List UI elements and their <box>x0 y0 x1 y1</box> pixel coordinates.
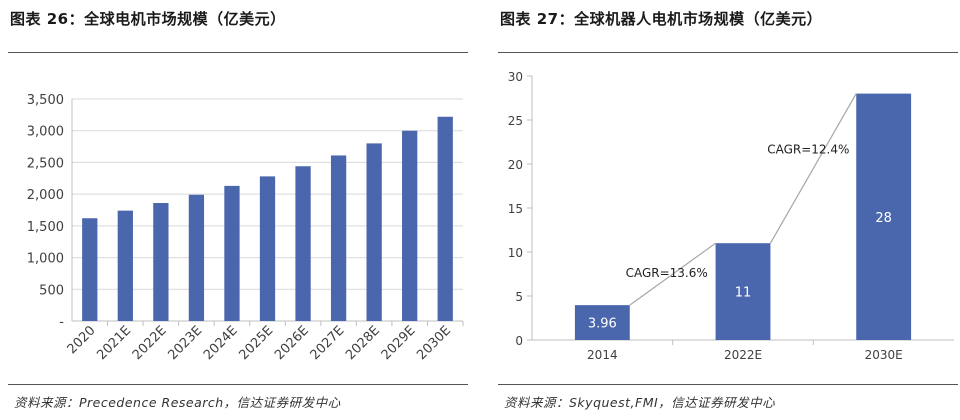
source-note: 资料来源：Precedence Research，信达证券研发中心 <box>14 395 341 410</box>
bar-2020 <box>82 218 98 321</box>
y-tick-label: 3,500 <box>27 93 64 108</box>
y-tick-label: 3,000 <box>27 125 64 140</box>
x-tick-label: 2030E <box>414 323 454 363</box>
x-tick-label: 2023E <box>165 323 205 363</box>
y-tick-label: 2,500 <box>27 156 64 171</box>
bar-2022E <box>715 243 771 340</box>
bar-2026E <box>295 166 311 321</box>
x-tick-label: 2022E <box>130 323 170 363</box>
bar-2028E <box>366 143 382 321</box>
bar-2014 <box>574 305 630 340</box>
data-label: 28 <box>875 211 892 226</box>
title-divider <box>498 52 958 53</box>
cagr-connector <box>629 242 716 306</box>
chart-title: 图表 26：全球电机市场规模（亿美元） <box>10 10 286 28</box>
source-divider <box>498 384 958 385</box>
bar-2022E <box>153 203 169 321</box>
y-tick-label: 10 <box>508 246 523 260</box>
bar-2025E <box>259 176 276 321</box>
robot-motor-market-chart: 0 5 10 15 20 25 30 2014 3.96 2022E 11 2030E 28 CAGR=1… <box>508 70 954 362</box>
x-tick-label: 2022E <box>724 348 762 362</box>
data-label: 11 <box>735 286 752 301</box>
motor-market-chart: -5001,0001,5002,0002,5003,0003,500202020… <box>27 93 464 363</box>
source-divider <box>8 384 468 385</box>
x-tick-label: 2029E <box>379 323 419 363</box>
y-tick-label: 15 <box>508 202 523 216</box>
y-tick-label: 20 <box>508 158 523 172</box>
chart-title: 图表 27：全球机器人电机市场规模（亿美元） <box>500 10 823 28</box>
x-tick-label: 2021E <box>94 323 134 363</box>
y-tick-label: 0 <box>515 334 523 348</box>
cagr-connector <box>769 93 857 244</box>
x-tick-label: 2028E <box>343 323 383 363</box>
y-tick-label: 1,000 <box>27 252 64 267</box>
x-tick-label: 2026E <box>272 323 312 363</box>
bar-2029E <box>402 130 418 321</box>
robot-motor-market-panel: 图表 27：全球机器人电机市场规模（亿美元） 0 5 10 15 20 25 30 2014 3… <box>490 0 960 420</box>
bar-2021E <box>117 210 133 321</box>
cagr-label: CAGR=12.4% <box>767 142 849 156</box>
motor-market-panel: 图表 26：全球电机市场规模（亿美元） - 500 1,000 1,500 2,000 2… <box>0 0 470 420</box>
cagr-label: CAGR=13.6% <box>626 266 708 280</box>
y-tick-label: 500 <box>39 283 64 298</box>
bar-2023E <box>188 194 205 321</box>
title-divider <box>8 52 468 53</box>
bar-2030E <box>856 93 912 340</box>
y-tick-label: 1,500 <box>27 220 64 235</box>
bar-2024E <box>224 185 240 321</box>
y-tick-label: 30 <box>508 70 523 84</box>
source-note: 资料来源：Skyquest,FMI，信达证券研发中心 <box>504 395 776 410</box>
x-tick-label: 2030E <box>865 348 903 362</box>
data-label: 3.96 <box>588 317 617 332</box>
y-tick-label: 5 <box>515 290 523 304</box>
y-tick-label: 25 <box>508 114 523 128</box>
bar-2027E <box>330 155 347 321</box>
x-tick-label: 2024E <box>201 323 241 363</box>
x-tick-label: 2025E <box>237 323 277 363</box>
y-tick-label: 2,000 <box>27 188 64 203</box>
x-tick-label: 2027E <box>308 323 348 363</box>
y-tick-label: - <box>59 315 64 330</box>
bar-2030E <box>437 116 453 321</box>
x-tick-label: 2014 <box>587 348 618 362</box>
